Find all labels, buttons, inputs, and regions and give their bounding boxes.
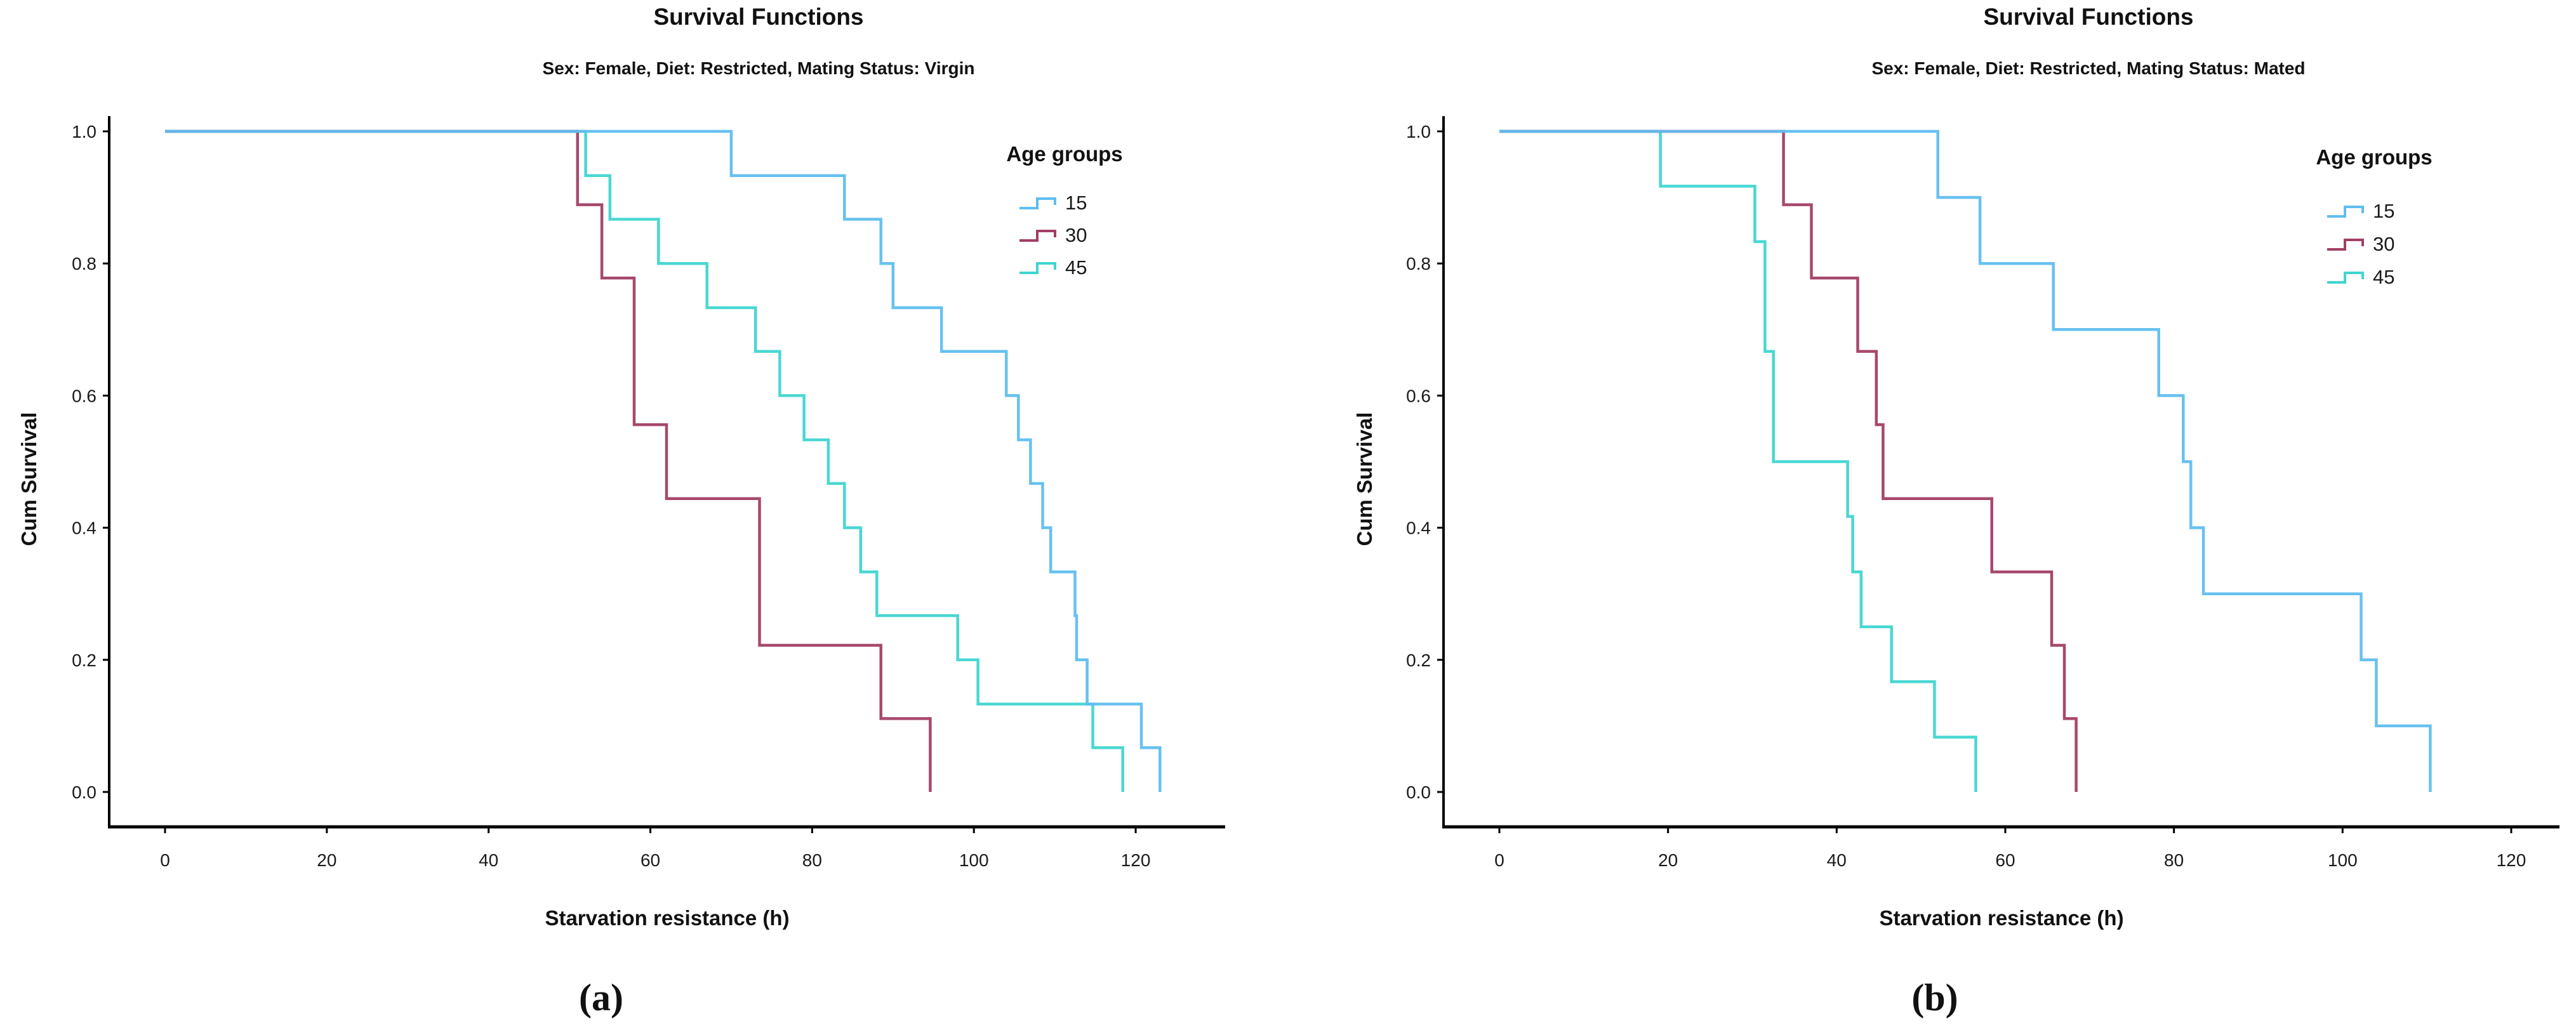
survival-curve-age-15-panel-b xyxy=(1499,129,2432,792)
panel-a-legend-item-30: 30 xyxy=(1018,223,1087,248)
legend-swatch-15 xyxy=(2327,206,2364,218)
x-tick-label: 0 xyxy=(1494,850,1504,870)
panel-a-title: Survival Functions xyxy=(653,4,864,30)
survival-curve-age-15-panel-a xyxy=(165,129,1162,792)
panel-b-title: Survival Functions xyxy=(1983,4,2194,30)
y-tick-label: 0.2 xyxy=(1406,650,1431,670)
panel-b-subtitle: Sex: Female, Diet: Restricted, Mating St… xyxy=(1871,58,2306,78)
legend-swatch-30 xyxy=(1019,230,1056,242)
step-line-icon xyxy=(2327,206,2364,218)
survival-curve-age-45-panel-b xyxy=(1499,129,1977,792)
panel-b-legend-item-30: 30 xyxy=(2326,232,2394,257)
panel-a-legend-item-45: 45 xyxy=(1018,255,1087,280)
y-tick-label: 0.0 xyxy=(72,782,96,802)
panel-a-subtitle: Sex: Female, Diet: Restricted, Mating St… xyxy=(542,58,975,78)
legend-label: 30 xyxy=(1065,224,1087,246)
survival-curve-age-45-panel-a xyxy=(165,129,1124,792)
caption-a: (a) xyxy=(579,977,623,1019)
y-tick-label: 0.6 xyxy=(1406,386,1431,405)
y-tick-label: 0.8 xyxy=(1406,254,1431,274)
step-line-icon xyxy=(1019,262,1056,274)
panel-b-y-axis-label: Cum Survival xyxy=(1353,412,1376,546)
panel-a-x-axis-label: Starvation resistance (h) xyxy=(545,906,790,930)
y-tick-label: 0.8 xyxy=(72,254,96,274)
panel-a-y-axis-label: Cum Survival xyxy=(17,412,41,546)
legend-swatch-15 xyxy=(1019,197,1056,209)
x-tick-label: 80 xyxy=(802,850,822,870)
x-tick-label: 40 xyxy=(1827,850,1847,870)
panel-b-legend-item-45: 45 xyxy=(2326,265,2394,290)
legend-swatch-30 xyxy=(2327,239,2364,251)
x-tick-label: 100 xyxy=(2328,850,2358,870)
panel-a-legend-item-15: 15 xyxy=(1018,190,1087,216)
y-tick-label: 1.0 xyxy=(1406,122,1431,142)
legend-swatch-45 xyxy=(1019,262,1056,274)
panel-b-x-axis-label: Starvation resistance (h) xyxy=(1879,906,2124,930)
x-tick-label: 60 xyxy=(641,850,660,870)
step-line-icon xyxy=(2327,239,2364,251)
step-line-icon xyxy=(2327,272,2364,284)
legend-label: 30 xyxy=(2373,233,2395,255)
x-tick-label: 80 xyxy=(2164,850,2184,870)
panel-a-legend-title: Age groups xyxy=(1006,142,1123,166)
panel-b-legend-title: Age groups xyxy=(2316,145,2433,169)
x-tick-label: 20 xyxy=(317,850,336,870)
step-line-icon xyxy=(1019,197,1056,209)
y-tick-label: 1.0 xyxy=(72,122,96,142)
legend-swatch-45 xyxy=(2327,272,2364,284)
y-tick-label: 0.4 xyxy=(1406,518,1431,538)
x-tick-label: 20 xyxy=(1658,850,1678,870)
legend-label: 15 xyxy=(2373,200,2395,222)
y-tick-label: 0.6 xyxy=(72,386,96,405)
step-line-icon xyxy=(1019,230,1056,242)
legend-label: 45 xyxy=(1065,256,1087,279)
caption-b: (b) xyxy=(1911,977,1958,1019)
y-tick-label: 0.4 xyxy=(72,518,96,538)
x-tick-label: 120 xyxy=(1121,850,1151,870)
y-tick-label: 0.2 xyxy=(72,650,96,670)
x-tick-label: 40 xyxy=(479,850,498,870)
x-tick-label: 60 xyxy=(1995,850,2015,870)
x-tick-label: 120 xyxy=(2497,850,2526,870)
survival-curve-age-30-panel-a xyxy=(165,129,932,792)
x-tick-label: 100 xyxy=(959,850,989,870)
x-tick-label: 0 xyxy=(160,850,170,870)
legend-label: 45 xyxy=(2373,266,2395,288)
y-tick-label: 0.0 xyxy=(1406,782,1431,802)
survival-curve-age-30-panel-b xyxy=(1499,129,2078,792)
legend-label: 15 xyxy=(1065,192,1087,214)
panel-b-legend-item-15: 15 xyxy=(2326,199,2394,224)
